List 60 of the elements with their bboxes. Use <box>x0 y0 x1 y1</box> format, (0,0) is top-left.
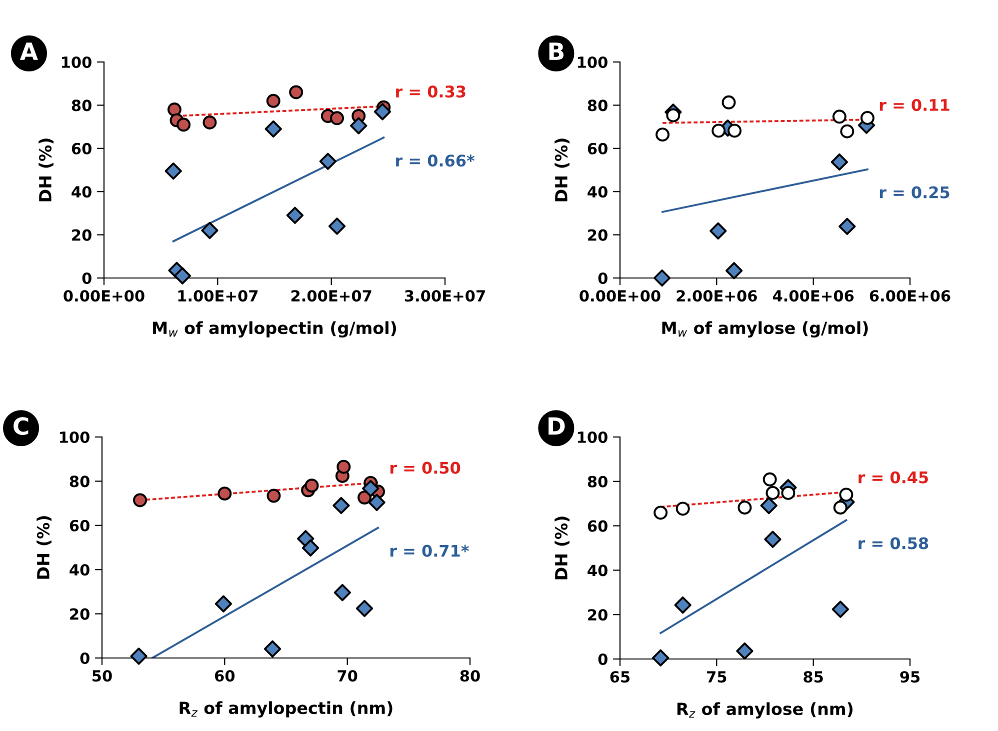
x-tick-label: 75 <box>707 671 726 683</box>
y-tick-label: 0 <box>598 272 608 284</box>
x-axis-title: R$_{z}$ of amylose (nm) <box>677 702 852 719</box>
y-axis-title: DH (%) <box>554 138 570 202</box>
y-tick-label: 20 <box>588 609 608 621</box>
y-tick-label: 0 <box>80 652 90 664</box>
chart-title: D <box>548 417 565 435</box>
x-tick-label: 80 <box>460 670 480 682</box>
y-tick-label: 100 <box>578 431 608 444</box>
y-axis-title: DH (%) <box>38 138 54 202</box>
y-tick-label: 40 <box>588 186 608 198</box>
x-tick-label: 95 <box>900 671 920 683</box>
y-tick-label: 20 <box>588 229 608 241</box>
y-tick-label: 100 <box>60 431 90 444</box>
series-label: r = 0.71* <box>390 544 469 557</box>
chart-title: C <box>14 417 28 436</box>
chart-title: B <box>549 42 564 60</box>
x-tick-label: 0.00E+00 <box>580 290 660 302</box>
series-label: r = 0.33 <box>396 86 466 98</box>
x-tick-label: 65 <box>610 671 630 683</box>
y-tick-label: 20 <box>70 608 90 620</box>
x-tick-label: 6.00E+06 <box>870 290 950 302</box>
series-label: r = 0.25 <box>880 186 950 198</box>
x-tick-label: 1.00E+07 <box>178 290 258 302</box>
x-tick-label: 2.00E+07 <box>291 290 372 302</box>
series-label: r = 0.66* <box>396 154 475 167</box>
x-tick-label: 70 <box>338 670 358 682</box>
y-tick-label: 40 <box>588 564 608 576</box>
y-tick-label: 0 <box>598 653 608 666</box>
x-axis-title: M$_{w}$ of amylopectin (g/mol) <box>153 321 396 338</box>
x-tick-label: 4.00E+06 <box>772 290 854 302</box>
y-tick-label: 80 <box>588 476 608 488</box>
y-tick-label: 100 <box>62 56 92 68</box>
y-tick-label: 60 <box>588 142 608 154</box>
series-label: r = 0.50 <box>390 462 460 474</box>
y-tick-label: 80 <box>588 100 608 112</box>
y-tick-label: 60 <box>588 520 608 532</box>
y-tick-label: 60 <box>72 142 92 154</box>
y-tick-label: 60 <box>70 520 90 532</box>
x-tick-label: 2.00E+06 <box>676 290 757 302</box>
y-tick-label: 80 <box>72 100 92 112</box>
y-axis-title: DH (%) <box>554 516 570 580</box>
x-tick-label: 3.00E+07 <box>404 290 485 302</box>
x-tick-label: 85 <box>804 671 823 683</box>
x-tick-label: 60 <box>214 670 235 682</box>
y-tick-label: 80 <box>70 476 90 488</box>
chart-title: A <box>20 42 38 60</box>
y-tick-label: 0 <box>82 272 92 284</box>
y-tick-label: 40 <box>70 564 90 576</box>
series-label: r = 0.11 <box>880 98 950 112</box>
y-tick-label: 20 <box>72 229 92 241</box>
y-axis-title: DH (%) <box>36 516 52 579</box>
y-tick-label: 40 <box>72 186 92 198</box>
x-axis-title: R$_{z}$ of amylopectin (nm) <box>180 701 392 718</box>
x-tick-label: 50 <box>92 670 112 682</box>
series-label: r = 0.58 <box>858 537 928 550</box>
y-tick-label: 100 <box>578 56 608 68</box>
series-label: r = 0.45 <box>858 471 928 484</box>
x-tick-label: 0.00E+00 <box>64 290 144 302</box>
x-axis-title: M$_{w}$ of amylose (g/mol) <box>662 321 868 338</box>
